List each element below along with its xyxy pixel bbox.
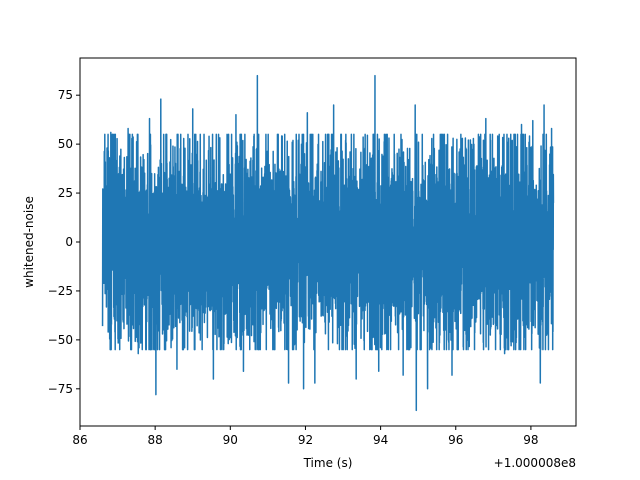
y-tick-label: −25 xyxy=(48,284,73,298)
y-tick-label: 25 xyxy=(58,186,73,200)
x-tick-label: 94 xyxy=(373,433,388,447)
series-line xyxy=(101,74,555,412)
x-tick-label: 92 xyxy=(298,433,313,447)
x-tick-label: 88 xyxy=(148,433,163,447)
x-axis-ticks: 86 88 90 92 94 96 98 xyxy=(72,426,539,447)
y-tick-label: −75 xyxy=(48,382,73,396)
x-tick-label: 90 xyxy=(223,433,238,447)
plot-area xyxy=(80,58,576,426)
x-axis-offset-label: +1.000008e8 xyxy=(494,456,576,470)
y-tick-label: −50 xyxy=(48,333,73,347)
x-tick-label: 96 xyxy=(448,433,463,447)
x-tick-label: 98 xyxy=(523,433,538,447)
y-tick-label: 0 xyxy=(65,235,73,249)
x-axis-label: Time (s) xyxy=(303,456,353,470)
y-axis-ticks: −75 −50 −25 0 25 50 75 xyxy=(48,88,80,396)
x-tick-label: 86 xyxy=(72,433,87,447)
y-tick-label: 50 xyxy=(58,137,73,151)
y-axis-label: whitened-noise xyxy=(22,196,36,288)
y-tick-label: 75 xyxy=(58,88,73,102)
